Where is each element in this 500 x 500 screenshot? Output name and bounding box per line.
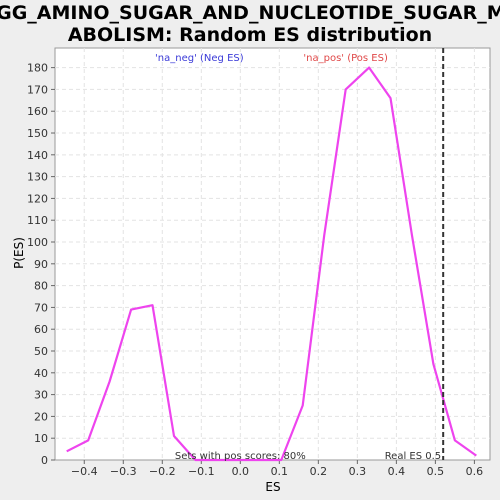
x-tick-label: 0.1 bbox=[271, 465, 289, 478]
y-tick-label: 60 bbox=[34, 323, 48, 336]
y-tick-label: 150 bbox=[27, 127, 48, 140]
y-tick-label: 100 bbox=[27, 236, 48, 249]
grid-lines bbox=[55, 48, 490, 460]
y-tick-label: 20 bbox=[34, 410, 48, 423]
y-tick-label: 130 bbox=[27, 171, 48, 184]
chart-title-line-2: ABOLISM: Random ES distribution bbox=[68, 24, 432, 46]
y-tick-label: 50 bbox=[34, 345, 48, 358]
y-tick-label: 80 bbox=[34, 280, 48, 293]
real-es-label: Real ES 0.5 bbox=[385, 451, 441, 462]
y-tick-label: 120 bbox=[27, 192, 48, 205]
axes: 0 10 20 30 40 50 60 70 80 90 100 110 120 130 140 150 160… bbox=[27, 62, 483, 478]
pos-es-label: 'na_pos' (Pos ES) bbox=[303, 53, 388, 64]
x-tick-label: −0.2 bbox=[149, 465, 176, 478]
x-tick-label: 0.4 bbox=[388, 465, 406, 478]
x-axis-label: ES bbox=[265, 480, 280, 494]
es-distribution-line bbox=[66, 66, 477, 462]
x-tick-label: 0.6 bbox=[466, 465, 484, 478]
y-tick-label: 110 bbox=[27, 214, 48, 227]
y-tick-label: 40 bbox=[34, 367, 48, 380]
y-tick-label: 70 bbox=[34, 301, 48, 314]
pos-scores-label: Sets with pos scores: 80% bbox=[175, 451, 306, 462]
y-tick-label: 10 bbox=[34, 432, 48, 445]
plot-area bbox=[54, 47, 491, 461]
x-tick-label: −0.1 bbox=[188, 465, 215, 478]
y-tick-label: 170 bbox=[27, 83, 48, 96]
x-tick-label: 0.2 bbox=[310, 465, 328, 478]
x-tick-label: 0.5 bbox=[427, 465, 445, 478]
x-tick-label: 0.0 bbox=[232, 465, 250, 478]
x-tick-label: −0.4 bbox=[71, 465, 98, 478]
series-group bbox=[66, 66, 477, 462]
y-tick-label: 0 bbox=[41, 454, 48, 467]
y-tick-label: 140 bbox=[27, 149, 48, 162]
neg-es-label: 'na_neg' (Neg ES) bbox=[155, 53, 244, 64]
y-tick-label: 90 bbox=[34, 258, 48, 271]
chart-title-line-1: KEGG_AMINO_SUGAR_AND_NUCLEOTIDE_SUGAR_ME… bbox=[0, 2, 500, 24]
y-tick-label: 180 bbox=[27, 62, 48, 75]
x-tick-label: −0.3 bbox=[110, 465, 137, 478]
y-axis-label: P(ES) bbox=[12, 237, 26, 269]
x-tick-label: 0.3 bbox=[349, 465, 367, 478]
y-tick-label: 160 bbox=[27, 105, 48, 118]
y-tick-label: 30 bbox=[34, 389, 48, 402]
annotations: 'na_neg' (Neg ES) 'na_pos' (Pos ES) Sets w… bbox=[155, 48, 445, 462]
